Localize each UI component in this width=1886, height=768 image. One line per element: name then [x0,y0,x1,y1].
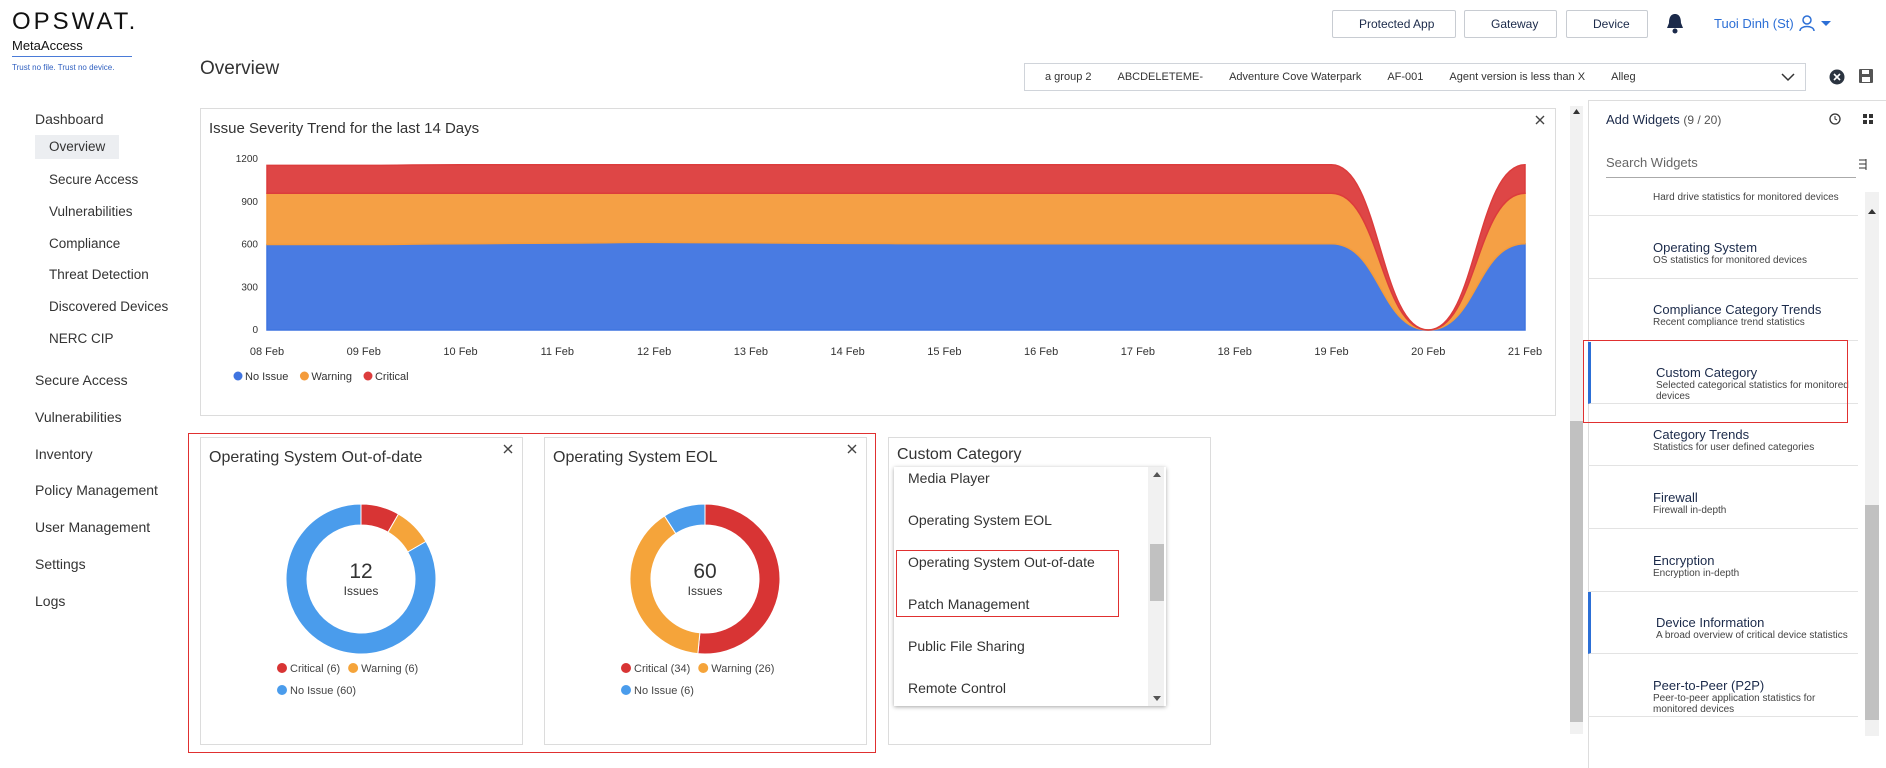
widget-name: Category Trends [1653,427,1750,443]
search-widgets[interactable]: Search Widgets [1606,155,1856,178]
nav-item[interactable]: Logs [35,592,66,609]
header-button[interactable]: Protected App [1332,10,1456,38]
nav-subitem[interactable]: Vulnerabilities [49,203,133,219]
nav-item[interactable]: Settings [35,556,86,572]
button-label: Protected App [1359,17,1435,31]
widgets-list: Hard drive statistics for monitored devi… [0,192,1886,736]
scrollbar-thumb[interactable] [1150,544,1164,601]
widget-description: Hard drive statistics for monitored devi… [1653,192,1839,203]
widget-name: Device Information [1656,615,1765,631]
widget-description: Peer-to-peer application statistics for … [1653,692,1816,715]
scroll-up[interactable] [1150,469,1164,479]
filter-chip[interactable]: Agent version is less than X [1449,71,1591,83]
widget-item[interactable]: Encryption Encryption in-depth [1588,530,1858,592]
search-icon [1859,159,1867,170]
button-label: Device [1593,17,1630,31]
widget-item[interactable]: Peer-to-Peer (P2P) Peer-to-peer applicati… [1588,655,1858,717]
nav-subitem[interactable]: NERC CIP [49,331,114,346]
widget-name: Encryption [1653,552,1715,568]
widget-name: Operating System [1653,239,1758,255]
nav-item[interactable]: Inventory [35,445,93,462]
widgets-panel [1588,100,1886,768]
logo-rule [12,56,132,57]
brand: OPSWAT. [12,8,139,35]
filter-chip[interactable]: Adventure Cove Waterpark [1229,71,1367,83]
widget-description: Selected categorical statistics for moni… [1656,379,1849,402]
widget-name: Custom Category [1656,364,1758,380]
header-button[interactable]: Device [1566,10,1648,38]
filter-chip[interactable]: AF-001 [1387,71,1429,83]
nav-active-bg [35,135,119,159]
filter-chip[interactable]: a group 2 [1045,71,1097,83]
highlight-box [188,433,876,753]
panel-title-text: Add Widgets [1606,112,1680,127]
panel-tools[interactable] [1828,112,1876,126]
widget-item[interactable]: Hard drive statistics for monitored devi… [1588,192,1858,216]
widget-description: A broad overview of critical device stat… [1656,630,1848,642]
nav-subitem[interactable]: Overview [49,139,106,154]
page-title: Overview [200,58,280,79]
widget-count: (9 / 20) [1683,113,1722,127]
widget-item[interactable]: Category Trends Statistics for user defin… [1588,404,1858,467]
notifications[interactable] [1664,12,1686,36]
nav-subitem[interactable]: Compliance [49,235,121,251]
nav-subitem[interactable]: Discovered Devices [49,299,169,315]
tagline: Trust no file. Trust no device. [12,63,115,72]
widget-item[interactable]: Compliance Category Trends Recent complia… [1588,279,1858,342]
highlight-box [1583,340,1848,423]
nav-item[interactable]: User Management [35,519,151,536]
nav-item[interactable]: Secure Access [35,372,128,388]
filter-label: Alleg [1611,71,1636,83]
scroll-up[interactable] [1865,206,1879,216]
widget-description: Statistics for user defined categories [1653,442,1815,454]
widget-name: Firewall [1653,490,1698,505]
filter-chip[interactable]: Alleg [1611,71,1635,83]
filter-label: ABCDELETEME- [1117,71,1204,83]
category-item[interactable]: Remote Control [908,680,1007,696]
button-label: Gateway [1491,17,1539,31]
highlight-box [896,550,1119,617]
nav-item[interactable]: Vulnerabilities [35,408,122,425]
user-name[interactable]: Tuoi Dinh (St) [1714,16,1794,31]
filter-label: AF-001 [1387,71,1424,83]
widget-description: OS statistics for monitored devices [1653,254,1807,266]
category-item[interactable]: Patch Management [908,596,1030,612]
save-filters[interactable] [1858,68,1874,84]
filter-label: Agent version is less than X [1449,71,1586,83]
card-title: Custom Category [897,446,1022,463]
filter-bar[interactable]: a group 2 ABCDELETEME- Adventure Cove Wate… [1024,63,1806,91]
user-icons[interactable] [1798,14,1836,34]
widget-name: Peer-to-Peer (P2P) [1653,677,1765,693]
category-list[interactable]: Media Player Operating System EOL Operatin… [894,467,1166,706]
widget-description: Firewall in-depth [1653,505,1727,516]
product: MetaAccess [12,38,83,53]
nav-item[interactable]: Policy Management [35,482,158,499]
nav-subitem[interactable]: Secure Access [49,172,139,187]
clear-filters[interactable] [1828,68,1846,86]
category-item[interactable]: Operating System Out-of-date [908,554,1095,570]
scroll-up[interactable] [1570,106,1583,116]
widget-description: Recent compliance trend statistics [1653,317,1805,329]
widget-name: Compliance Category Trends [1653,302,1822,318]
widget-item[interactable]: Custom Category Selected categorical stat… [1588,341,1858,404]
widget-item[interactable]: Firewall Firewall in-depth [1588,467,1858,529]
nav-subitem[interactable]: Threat Detection [49,267,149,283]
category-item[interactable]: Operating System EOL [908,512,1052,528]
category-item[interactable]: Public File Sharing [908,638,1025,654]
panel-title: Add Widgets (9 / 20) [1606,112,1721,127]
scroll-down[interactable] [1150,694,1164,704]
widget-item[interactable]: Operating System OS statistics for monito… [1588,217,1858,279]
filter-chip[interactable]: ABCDELETEME- [1117,71,1209,83]
widget-item[interactable]: Device Information A broad overview of cr… [1588,592,1858,655]
nav-item[interactable]: Dashboard [35,111,104,127]
header-button[interactable]: Gateway [1464,10,1557,38]
widget-description: Encryption in-depth [1653,567,1740,579]
filter-label: a group 2 [1045,71,1092,83]
filter-dropdown[interactable] [1780,70,1796,84]
scrollbar-thumb[interactable] [1570,421,1583,722]
scrollbar-thumb[interactable] [1865,505,1879,720]
filter-label: Adventure Cove Waterpark [1229,71,1362,83]
category-item[interactable]: Media Player [908,470,990,486]
